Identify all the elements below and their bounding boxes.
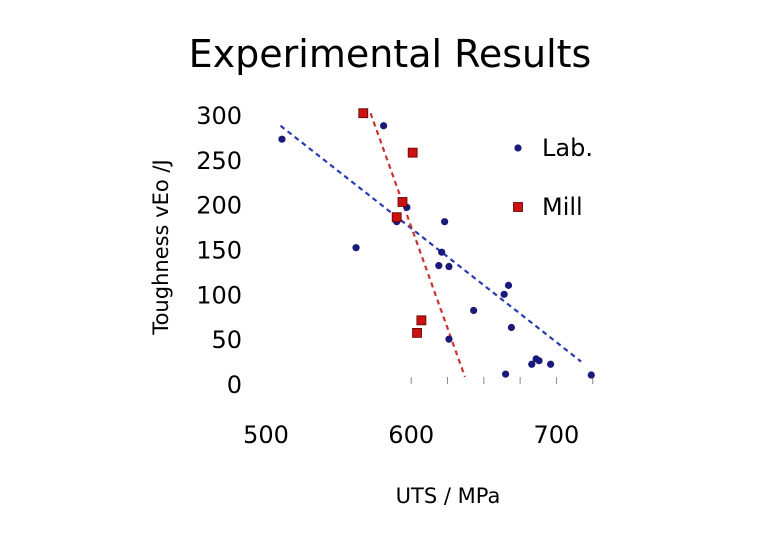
lab-point xyxy=(502,370,510,378)
legend-label: Mill xyxy=(542,193,583,221)
lab-point xyxy=(380,122,388,130)
x-tick-label: 600 xyxy=(388,421,434,449)
data-points xyxy=(278,108,595,379)
lab-point xyxy=(445,262,453,271)
lab-point xyxy=(435,262,443,270)
x-tick-label: 500 xyxy=(243,421,289,449)
legend: Lab. Mill xyxy=(513,134,593,221)
lab-point xyxy=(352,244,360,252)
mill-point xyxy=(391,212,402,223)
x-axis-ticks: 500 600 700 xyxy=(243,377,594,449)
y-tick-label: 100 xyxy=(196,281,242,309)
x-axis-label: UTS / MPa xyxy=(396,484,501,508)
y-axis-label: Toughness vEo /J xyxy=(149,159,173,335)
legend-label: Lab. xyxy=(542,134,593,162)
trend-lines xyxy=(279,112,582,378)
lab-point xyxy=(547,360,555,368)
legend-marker-mill xyxy=(513,202,523,212)
lab-point xyxy=(438,248,446,256)
lab-point xyxy=(528,360,536,368)
legend-marker-lab xyxy=(514,144,522,152)
lab-point xyxy=(504,281,513,289)
y-tick-label: 0 xyxy=(227,371,242,399)
y-tick-label: 150 xyxy=(196,237,242,265)
mill-point xyxy=(358,108,369,119)
y-tick-label: 250 xyxy=(196,147,242,175)
chart-title: Experimental Results xyxy=(189,32,592,76)
mill-point xyxy=(397,197,408,207)
lab-point xyxy=(535,357,543,365)
x-tick-label: 700 xyxy=(534,421,580,449)
trend-line xyxy=(369,112,466,378)
mill-point xyxy=(407,147,418,158)
lab-point xyxy=(500,290,508,298)
trend-line xyxy=(279,124,582,363)
y-tick-label: 200 xyxy=(196,192,242,220)
lab-point xyxy=(278,135,286,143)
mill-point xyxy=(412,327,422,338)
y-axis-ticks: 0 50 100 150 200 250 300 xyxy=(196,102,242,399)
lab-point xyxy=(470,306,478,315)
lab-point xyxy=(587,371,595,379)
lab-point xyxy=(441,218,449,226)
y-tick-label: 50 xyxy=(211,326,242,354)
mill-point xyxy=(416,315,427,326)
lab-point xyxy=(445,335,453,343)
y-tick-label: 300 xyxy=(196,102,242,130)
lab-point xyxy=(507,323,516,332)
